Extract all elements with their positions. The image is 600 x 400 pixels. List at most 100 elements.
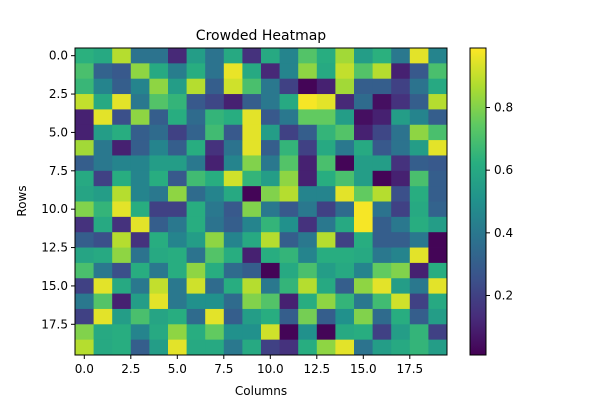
heatmap-cell	[130, 78, 150, 95]
heatmap-cell	[168, 216, 187, 233]
heatmap-cell	[242, 339, 262, 356]
heatmap-cell	[242, 324, 262, 341]
heatmap-cell	[279, 78, 299, 95]
heatmap-cell	[279, 293, 299, 310]
heatmap-cell	[298, 124, 318, 141]
heatmap-cell	[242, 278, 262, 294]
heatmap-cell	[428, 339, 448, 356]
heatmap-cell	[372, 124, 392, 141]
heatmap-cell	[112, 293, 132, 310]
heatmap-cell	[316, 109, 336, 126]
y-axis-ticks: 0.0 2.5 5.0 7.5 10.0 12.5 15.0 17.5	[41, 49, 75, 331]
heatmap-cell	[279, 324, 299, 341]
heatmap-cell	[242, 216, 262, 233]
heatmap-cell	[205, 48, 225, 64]
heatmap-cell	[112, 324, 132, 341]
heatmap-cell	[428, 63, 448, 80]
heatmap-cell	[75, 232, 94, 248]
heatmap-cell	[279, 155, 299, 172]
heatmap-cell	[261, 216, 280, 233]
heatmap-cell	[75, 124, 94, 141]
heatmap-cell	[242, 247, 262, 264]
heatmap-cell	[112, 94, 132, 110]
heatmap-cell	[298, 232, 318, 248]
heatmap-cell	[168, 308, 187, 325]
y-tick-label: 5.0	[49, 125, 68, 139]
heatmap-cell	[409, 109, 429, 126]
heatmap-cell	[242, 78, 262, 95]
heatmap-cell	[149, 63, 169, 80]
heatmap-cell	[242, 201, 262, 218]
heatmap-cell	[298, 247, 318, 264]
heatmap-cell	[391, 293, 411, 310]
heatmap-cell	[242, 232, 262, 248]
heatmap-cell	[130, 124, 150, 141]
heatmap-cell	[168, 262, 187, 279]
heatmap-cell	[354, 278, 373, 294]
heatmap-cell	[372, 232, 392, 248]
heatmap-cell	[409, 201, 429, 218]
heatmap-cell	[75, 170, 94, 187]
heatmap-cell	[316, 170, 336, 187]
heatmap-cell	[186, 232, 206, 248]
heatmap-cell	[130, 247, 150, 264]
heatmap-cell	[335, 109, 355, 126]
heatmap-cell	[93, 232, 113, 248]
heatmap-cell	[298, 109, 318, 126]
heatmap-cell	[261, 278, 280, 294]
heatmap-cell	[372, 262, 392, 279]
heatmap-cell	[279, 232, 299, 248]
heatmap-cell	[75, 324, 94, 341]
chart-title: Crowded Heatmap	[196, 28, 327, 44]
heatmap-cell	[93, 94, 113, 110]
heatmap-cell	[75, 247, 94, 264]
heatmap-cell	[130, 339, 150, 356]
heatmap-cell	[372, 278, 392, 294]
heatmap-cell	[261, 155, 280, 172]
heatmap-cell	[93, 308, 113, 325]
heatmap-cell	[75, 109, 94, 126]
heatmap-cell	[391, 201, 411, 218]
heatmap-cell	[223, 339, 243, 356]
heatmap-cell	[335, 293, 355, 310]
heatmap-cell	[186, 109, 206, 126]
heatmap-cell	[75, 48, 94, 64]
heatmap-cell	[391, 94, 411, 110]
heatmap-cell	[149, 78, 169, 95]
heatmap-cell	[223, 308, 243, 325]
heatmap-cell	[242, 94, 262, 110]
heatmap-cell	[261, 140, 280, 156]
heatmap-cell	[112, 170, 132, 187]
heatmap-cell	[223, 124, 243, 141]
heatmap-cell	[391, 186, 411, 202]
heatmap-cell	[391, 308, 411, 325]
heatmap-cell	[335, 48, 355, 64]
heatmap-cell	[298, 140, 318, 156]
heatmap-cell	[354, 155, 373, 172]
heatmap-cell	[75, 262, 94, 279]
x-tick-label: 7.5	[214, 362, 233, 376]
heatmap-cell	[130, 94, 150, 110]
heatmap-cell	[428, 216, 448, 233]
heatmap-cell	[112, 308, 132, 325]
heatmap-cell	[261, 247, 280, 264]
heatmap-cell	[428, 94, 448, 110]
x-tick-label: 15.0	[350, 362, 377, 376]
heatmap-cell	[75, 186, 94, 202]
heatmap-cell	[242, 63, 262, 80]
heatmap-cell	[428, 124, 448, 141]
heatmap-cell	[279, 48, 299, 64]
heatmap-cell	[168, 124, 187, 141]
heatmap-cell	[205, 186, 225, 202]
heatmap-cell	[205, 324, 225, 341]
heatmap-cell	[186, 324, 206, 341]
heatmap-cell	[391, 78, 411, 95]
heatmap-cell	[335, 262, 355, 279]
heatmap-cell	[316, 63, 336, 80]
heatmap-cell	[75, 94, 94, 110]
heatmap-cell	[261, 63, 280, 80]
heatmap-cell	[112, 155, 132, 172]
heatmap-cell	[316, 155, 336, 172]
heatmap-cell	[186, 293, 206, 310]
heatmap-cell	[279, 278, 299, 294]
